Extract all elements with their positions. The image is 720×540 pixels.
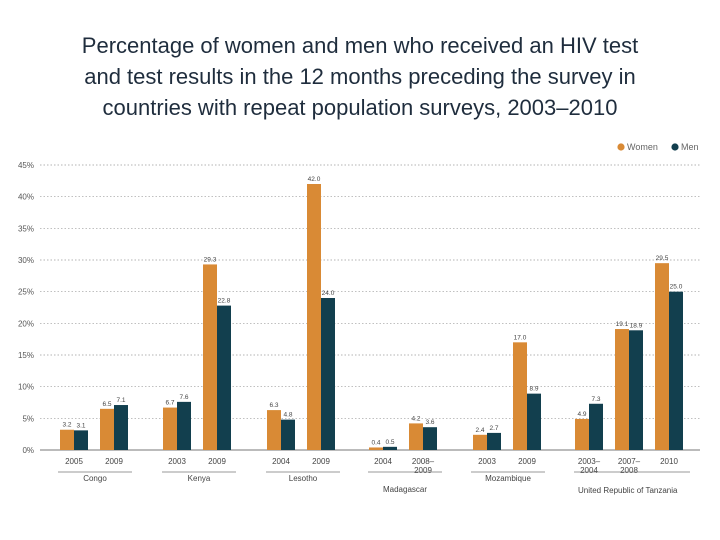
- x-tick-label-year: 2003: [168, 457, 186, 466]
- x-group-label-country: United Republic of Tanzania: [578, 486, 678, 495]
- y-tick-label: 10%: [18, 383, 34, 392]
- data-label-men: 3.6: [425, 419, 434, 426]
- data-label-men: 2.7: [489, 425, 498, 432]
- bar-women: [307, 184, 321, 450]
- data-label-men: 4.8: [283, 412, 292, 419]
- data-label-women: 29.3: [204, 256, 217, 263]
- data-label-women: 6.5: [102, 401, 111, 408]
- data-label-men: 3.1: [76, 422, 85, 429]
- bar-women: [369, 447, 383, 450]
- x-tick-label-year: 2003: [478, 457, 496, 466]
- data-label-women: 4.9: [577, 411, 586, 418]
- data-label-men: 24.0: [322, 290, 335, 297]
- data-label-men: 7.1: [116, 397, 125, 404]
- bar-men: [114, 405, 128, 450]
- x-tick-label-year: 2003– 2004: [578, 457, 601, 475]
- bar-men: [74, 430, 88, 450]
- x-group-label-country: Lesotho: [289, 474, 318, 483]
- data-label-men: 18.9: [630, 322, 643, 329]
- y-tick-label: 15%: [18, 351, 34, 360]
- data-label-men: 25.0: [670, 284, 683, 291]
- y-tick-label: 20%: [18, 319, 34, 328]
- chart-title: Percentage of women and men who received…: [10, 30, 710, 123]
- chart-title-line-2: and test results in the 12 months preced…: [84, 64, 636, 89]
- bar-women: [203, 264, 217, 450]
- data-label-men: 7.6: [179, 394, 188, 401]
- y-tick-label: 5%: [22, 414, 34, 423]
- data-label-women: 29.5: [656, 255, 669, 262]
- bar-women: [655, 263, 669, 450]
- x-tick-label-year: 2004: [272, 457, 290, 466]
- x-tick-label-year: 2009: [312, 457, 330, 466]
- x-tick-label-year: 2009: [208, 457, 226, 466]
- legend-label-women: Women: [627, 142, 658, 152]
- bar-women: [100, 408, 114, 450]
- bar-women: [575, 418, 589, 450]
- data-label-women: 17.0: [514, 334, 527, 341]
- y-tick-label: 25%: [18, 288, 34, 297]
- bar-women: [615, 329, 629, 450]
- bar-men: [669, 291, 683, 450]
- bar-women: [60, 429, 74, 450]
- x-tick-label-year: 2004: [374, 457, 392, 466]
- x-group-label-country: Madagascar: [383, 485, 427, 494]
- data-label-women: 6.3: [269, 402, 278, 409]
- x-tick-label-year: 2008– 2009: [412, 457, 435, 475]
- data-label-women: 4.2: [411, 415, 420, 422]
- bar-women: [163, 407, 177, 450]
- x-group-label-country: Congo: [83, 474, 107, 483]
- bar-men: [487, 432, 501, 450]
- y-tick-label: 30%: [18, 256, 34, 265]
- data-label-women: 3.2: [62, 422, 71, 429]
- bar-men: [589, 403, 603, 450]
- data-label-women: 19.1: [616, 321, 629, 328]
- y-tick-label: 0%: [22, 446, 34, 455]
- bar-men: [177, 401, 191, 450]
- data-label-men: 7.3: [591, 396, 600, 403]
- bar-men: [423, 427, 437, 450]
- y-tick-label: 45%: [18, 161, 34, 170]
- bar-women: [513, 342, 527, 450]
- bar-men: [383, 446, 397, 450]
- data-label-men: 8.9: [529, 386, 538, 393]
- bar-men: [629, 330, 643, 450]
- legend-swatch-men: [671, 143, 679, 151]
- bar-men: [281, 419, 295, 450]
- x-tick-label-year: 2009: [518, 457, 536, 466]
- legend-label-men: Men: [681, 142, 699, 152]
- bar-men: [321, 298, 335, 450]
- bar-men: [217, 305, 231, 450]
- x-group-label-country: Mozambique: [485, 474, 531, 483]
- x-tick-label-year: 2005: [65, 457, 83, 466]
- x-group-label-country: Kenya: [188, 474, 211, 483]
- data-label-men: 0.5: [385, 439, 394, 446]
- data-label-women: 2.4: [475, 427, 484, 434]
- y-tick-label: 40%: [18, 193, 34, 202]
- bar-women: [473, 434, 487, 450]
- y-tick-label: 35%: [18, 224, 34, 233]
- data-label-women: 0.4: [371, 439, 380, 446]
- data-label-women: 6.7: [165, 400, 174, 407]
- bar-women: [267, 410, 281, 450]
- chart-title-line-3: countries with repeat population surveys…: [102, 95, 618, 120]
- data-label-women: 42.0: [308, 176, 321, 183]
- x-tick-label-year: 2007– 2008: [618, 457, 641, 475]
- x-tick-label-year: 2009: [105, 457, 123, 466]
- x-tick-label-year: 2010: [660, 457, 678, 466]
- bar-men: [527, 393, 541, 450]
- legend-swatch-women: [617, 143, 625, 151]
- chart-title-line-1: Percentage of women and men who received…: [81, 33, 639, 58]
- bar-women: [409, 423, 423, 450]
- data-label-men: 22.8: [218, 298, 231, 305]
